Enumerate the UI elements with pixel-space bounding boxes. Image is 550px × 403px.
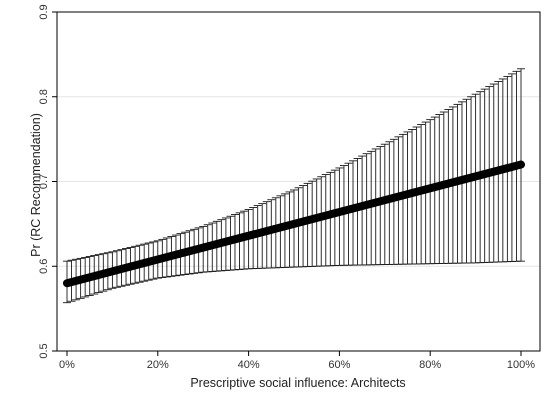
x-tick-label: 0% (59, 359, 75, 371)
y-axis-title: Pr (RC Recommendation) (29, 113, 43, 257)
x-tick-label: 80% (419, 359, 441, 371)
x-tick-label: 40% (238, 359, 260, 371)
estimate-line (63, 160, 525, 288)
x-axis-title: Prescriptive social influence: Architect… (190, 376, 405, 390)
x-tick-label: 100% (507, 359, 535, 371)
x-tick-label: 20% (147, 359, 169, 371)
y-tick-label: 0.5 (38, 343, 50, 358)
y-tick-label: 0.9 (38, 4, 50, 19)
y-tick-label: 0.7 (38, 174, 50, 189)
x-tick-label: 60% (328, 359, 350, 371)
y-tick-label: 0.6 (38, 259, 50, 274)
x-axis-ticks: 0% 20% 40% 60% 80% 100% (59, 351, 535, 371)
estimate-line-layer (63, 160, 525, 288)
y-tick-label: 0.8 (38, 89, 50, 104)
y-axis-ticks: 0.5 0.6 0.7 0.8 0.9 (38, 4, 57, 359)
